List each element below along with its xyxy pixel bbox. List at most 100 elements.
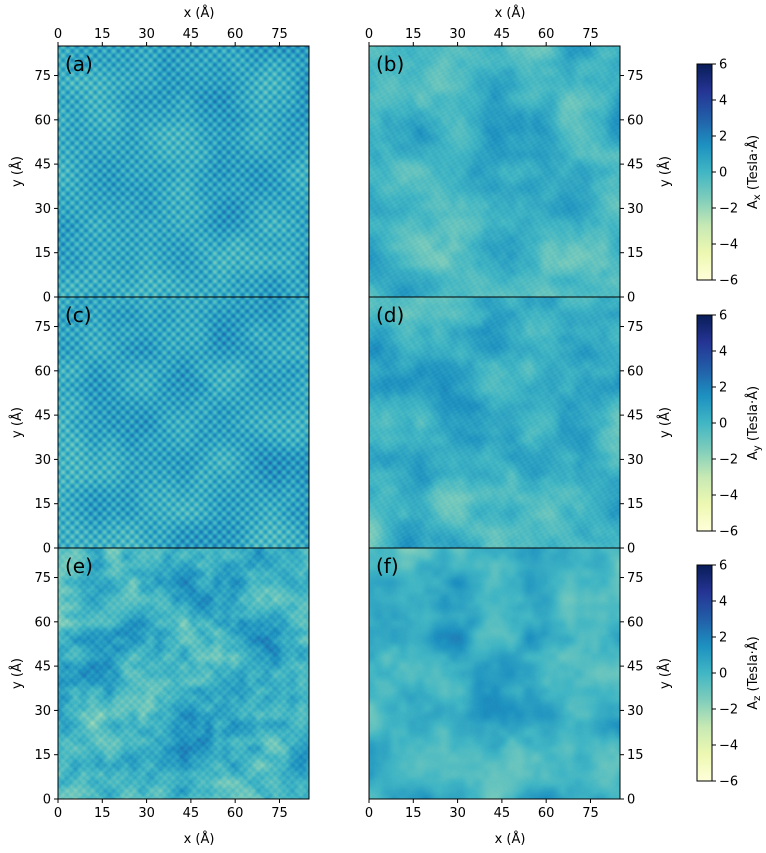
ytick-label: 75 <box>627 571 644 586</box>
ytick-label: 75 <box>34 571 51 586</box>
ytick-label: 45 <box>34 158 51 173</box>
ytick-label: 30 <box>627 202 644 217</box>
xtick-label: 0 <box>54 27 62 42</box>
ylabel: y (Å) <box>657 156 673 187</box>
colorbar-gradient <box>696 314 713 532</box>
colorbar-tick-label: 2 <box>719 130 727 145</box>
heatmap-image <box>369 46 620 297</box>
ytick-label: 15 <box>34 497 51 512</box>
colorbar-tick-label: −4 <box>719 489 738 504</box>
axes-frame <box>368 547 621 800</box>
ytick-label: 45 <box>34 660 51 675</box>
xtick-label: 30 <box>138 27 155 42</box>
colorbar-tick-label: −2 <box>719 453 738 468</box>
xtick-label: 60 <box>538 27 555 42</box>
panel-c: (c) 0 15 30 45 60 75 y (Å) <box>9 296 310 557</box>
panel-d: (d) 0 15 30 45 60 75 y (Å) <box>368 296 673 557</box>
panel-label: (f) <box>376 554 399 578</box>
xtick-label: 60 <box>538 806 555 821</box>
colorbar-z: −6 −4 −2 0 2 4 6 Az (Tesla·Å) <box>696 559 763 790</box>
colorbar-gradient <box>696 564 713 782</box>
ytick-label: 45 <box>627 158 644 173</box>
colorbar-tick-label: 4 <box>719 595 727 610</box>
heatmap-image <box>58 297 309 548</box>
ytick-label: 30 <box>627 453 644 468</box>
ytick-label: 75 <box>627 69 644 84</box>
axes-frame <box>57 547 310 800</box>
colorbar-tick-label: 6 <box>719 559 727 574</box>
ylabel: y (Å) <box>9 407 25 438</box>
colorbar-tick-label: −4 <box>719 238 738 253</box>
ytick-label: 0 <box>43 542 51 557</box>
xtick-label: 0 <box>365 806 373 821</box>
colorbar-tick-label: 4 <box>719 345 727 360</box>
xlabel: x (Å) <box>495 5 526 21</box>
colorbar-tick-label: 6 <box>719 309 727 324</box>
colorbar-tick-label: 2 <box>719 381 727 396</box>
ytick-label: 60 <box>627 615 644 630</box>
xtick-label: 75 <box>582 27 599 42</box>
panel-e: (e) 0 15 30 45 60 75 y (Å) 0 15 30 45 60 75 x (Å) <box>9 547 310 847</box>
xtick-label: 60 <box>227 806 244 821</box>
colorbar-tick-label: −6 <box>719 775 738 790</box>
xtick-label: 15 <box>405 27 422 42</box>
ytick-label: 30 <box>627 704 644 719</box>
xtick-label: 45 <box>183 806 200 821</box>
ytick-label: 0 <box>627 542 635 557</box>
xtick-label: 0 <box>54 806 62 821</box>
xlabel: x (Å) <box>184 5 215 21</box>
ylabel: y (Å) <box>657 407 673 438</box>
ytick-label: 60 <box>34 364 51 379</box>
xtick-label: 60 <box>227 27 244 42</box>
colorbar-label: Ay (Tesla·Å) <box>745 386 763 460</box>
xtick-label: 15 <box>405 806 422 821</box>
xtick-label: 75 <box>582 806 599 821</box>
panel-f: (f) 0 15 30 45 60 75 y (Å) 0 15 30 45 60 75 x (Å) <box>365 547 673 847</box>
ytick-label: 30 <box>34 202 51 217</box>
colorbar-tick-label: 0 <box>719 417 727 432</box>
ytick-label: 15 <box>627 748 644 763</box>
ytick-label: 60 <box>34 113 51 128</box>
panel-label: (c) <box>65 303 92 327</box>
ytick-label: 45 <box>34 409 51 424</box>
colorbar-tick-label: −2 <box>719 703 738 718</box>
heatmap-image <box>58 46 309 297</box>
ylabel: y (Å) <box>657 658 673 689</box>
panel-label: (a) <box>65 52 93 76</box>
colorbar-tick-label: −6 <box>719 274 738 289</box>
colorbar-x: −6 −4 −2 0 2 4 6 Ax (Tesla·Å) <box>696 58 763 289</box>
panel-label: (e) <box>65 554 93 578</box>
ytick-label: 0 <box>43 793 51 808</box>
ytick-label: 75 <box>34 320 51 335</box>
colorbar-tick-label: 0 <box>719 667 727 682</box>
ytick-label: 15 <box>627 497 644 512</box>
ytick-label: 0 <box>43 291 51 306</box>
xtick-label: 30 <box>449 27 466 42</box>
colorbar-gradient <box>696 63 713 281</box>
xtick-label: 0 <box>365 27 373 42</box>
xtick-label: 45 <box>183 27 200 42</box>
panel-label: (b) <box>376 52 404 76</box>
colorbar-tick-label: 0 <box>719 166 727 181</box>
colorbar-y: −6 −4 −2 0 2 4 6 Ay (Tesla·Å) <box>696 309 763 540</box>
ytick-label: 45 <box>627 660 644 675</box>
ytick-label: 15 <box>34 748 51 763</box>
ylabel: y (Å) <box>9 658 25 689</box>
xtick-label: 45 <box>494 27 511 42</box>
ytick-label: 30 <box>34 704 51 719</box>
colorbar-tick-label: −4 <box>719 739 738 754</box>
xtick-label: 75 <box>271 27 288 42</box>
ytick-label: 75 <box>627 320 644 335</box>
colorbars: −6 −4 −2 0 2 4 6 Ax (Tesla·Å) −6 −4 −2 0 2 4 6 Ay (Tesl… <box>696 58 763 790</box>
colorbar-tick-label: −6 <box>719 525 738 540</box>
ytick-label: 45 <box>627 409 644 424</box>
panel-label: (d) <box>376 303 404 327</box>
colorbar-tick-label: −2 <box>719 202 738 217</box>
heatmap-image <box>369 548 620 799</box>
xtick-label: 15 <box>94 806 111 821</box>
ytick-label: 15 <box>627 246 644 261</box>
